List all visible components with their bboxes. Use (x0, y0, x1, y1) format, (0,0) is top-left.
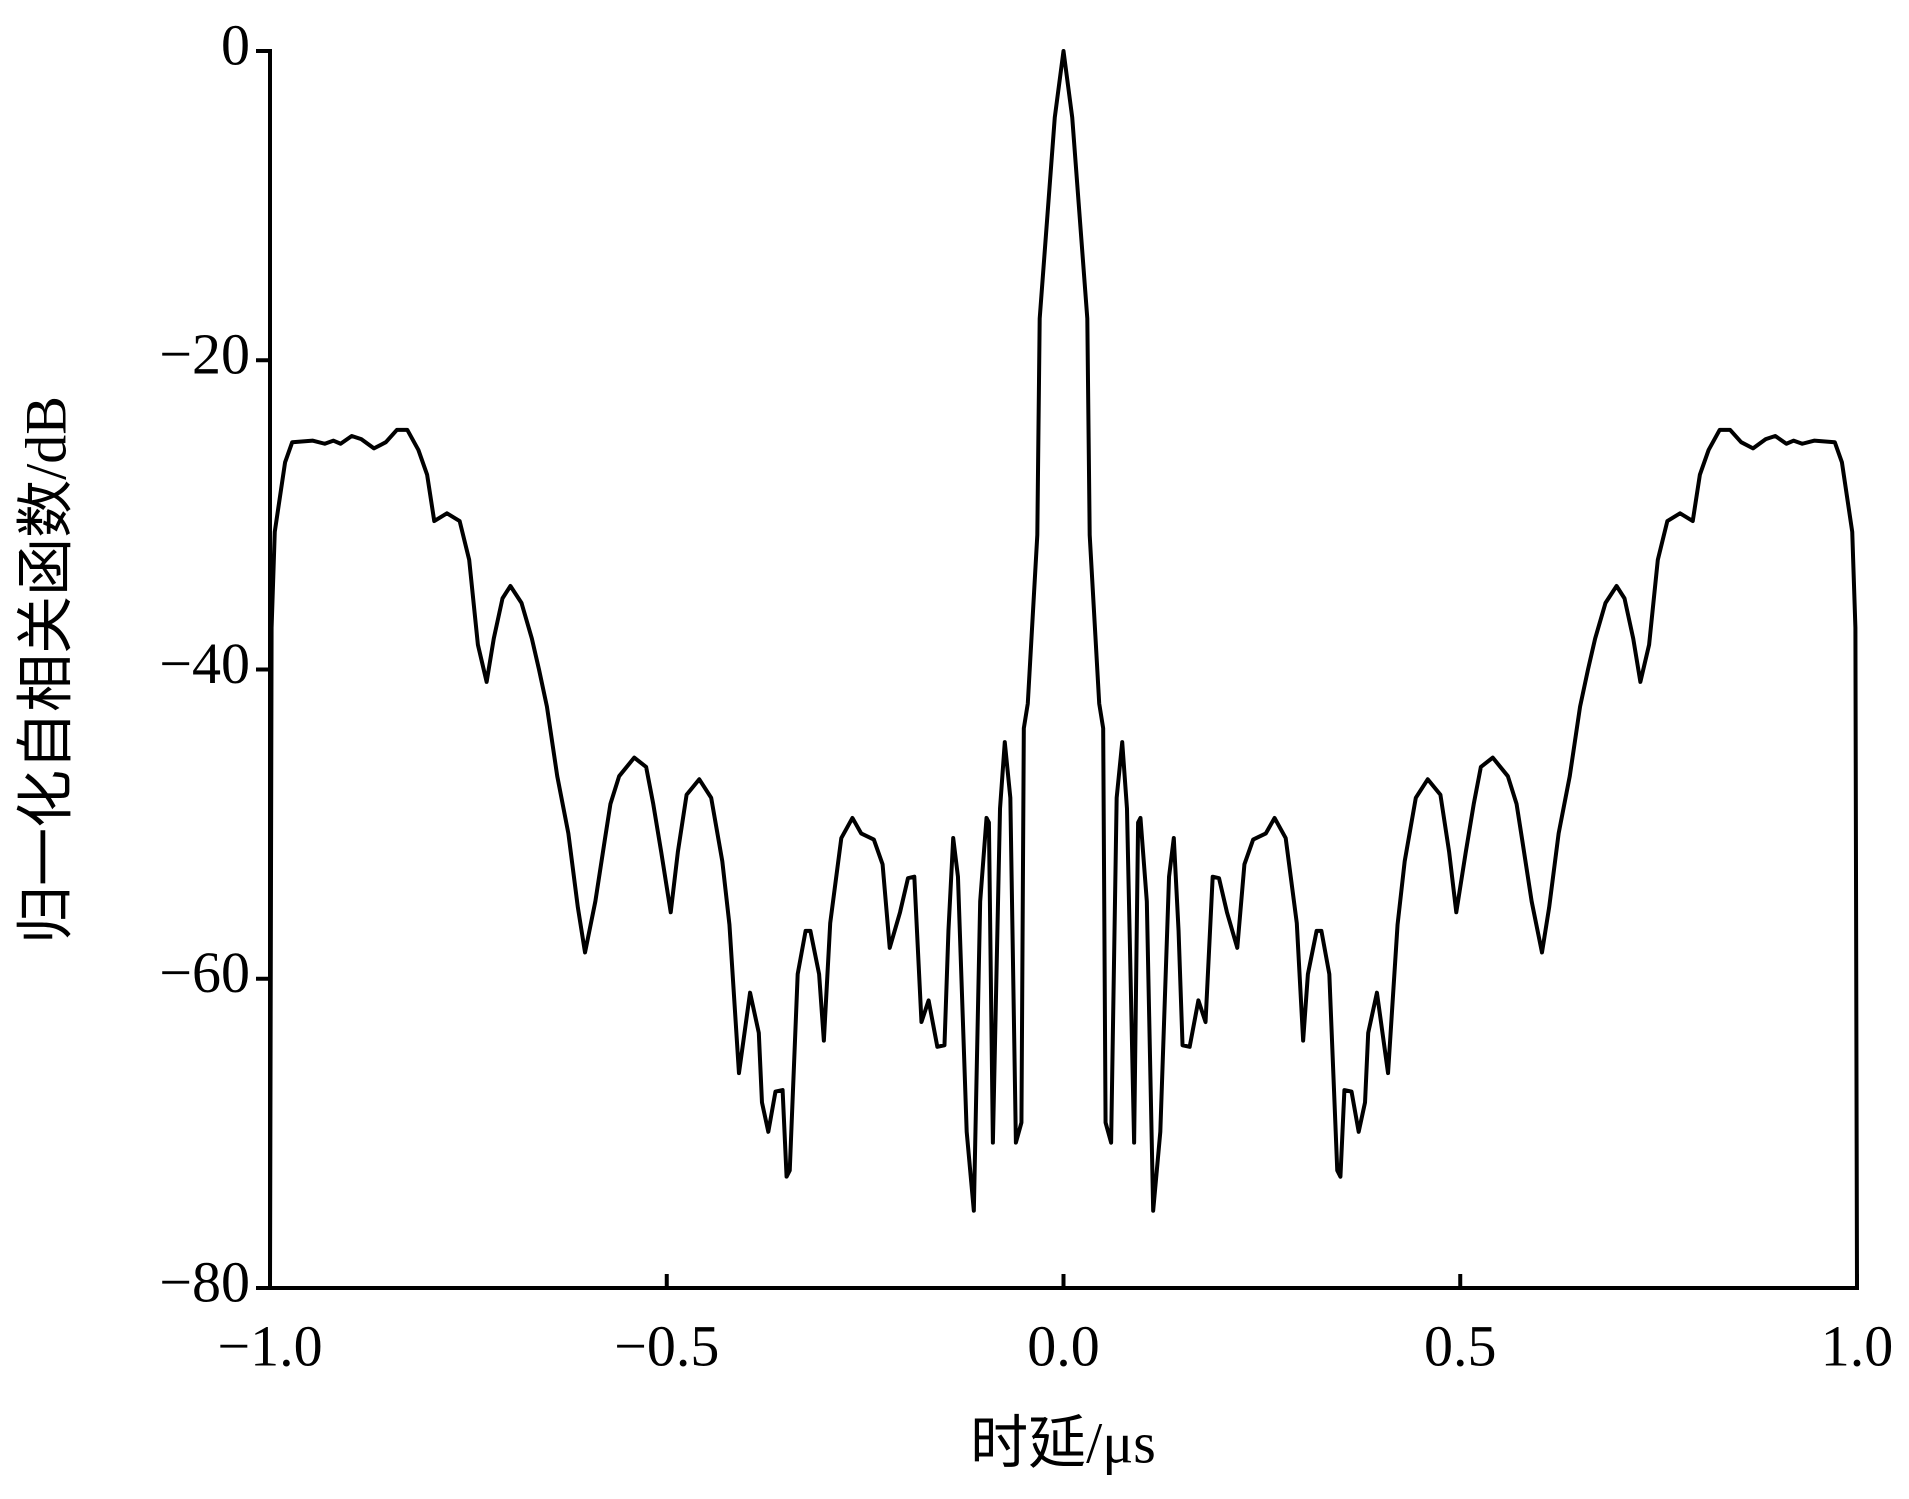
y-tick-label: −60 (159, 940, 250, 1005)
x-tick-label: 0.0 (1027, 1313, 1100, 1378)
y-tick-label: −80 (159, 1249, 250, 1314)
y-tick-label: 0 (221, 12, 250, 77)
x-tick-label: 0.5 (1424, 1313, 1497, 1378)
x-tick-label: 1.0 (1821, 1313, 1894, 1378)
y-axis-label: 归一化自相关函数/dB (13, 396, 78, 944)
y-tick-label: −40 (159, 631, 250, 696)
x-tick-label: −1.0 (217, 1313, 322, 1378)
data-line (268, 49, 1859, 1289)
y-tick-label: −20 (159, 322, 250, 387)
x-tick-label: −0.5 (614, 1313, 719, 1378)
x-axis-label: 时延/μs (970, 1410, 1156, 1475)
